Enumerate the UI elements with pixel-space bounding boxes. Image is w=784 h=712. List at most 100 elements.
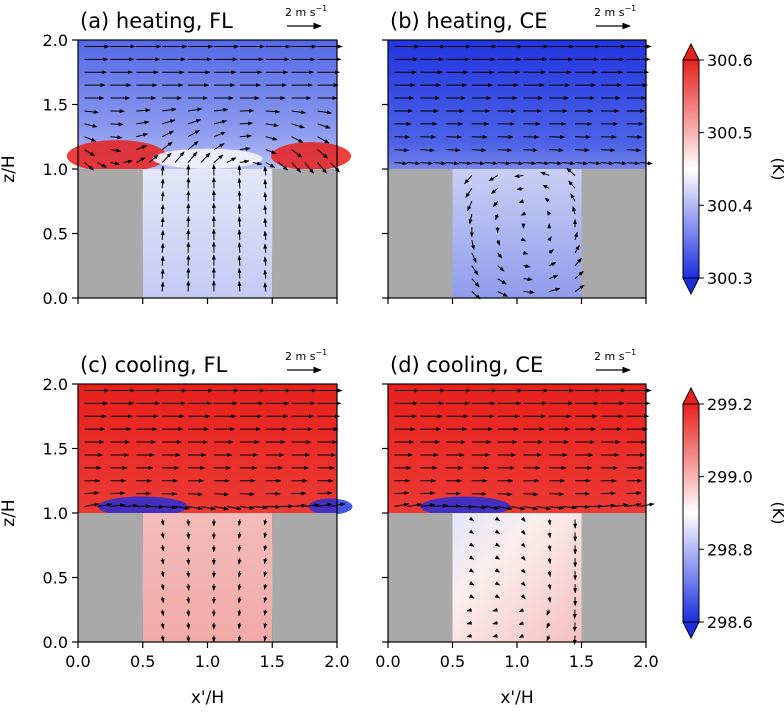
panel-heating-ce: (b) heating, CE 2 m s−1	[382, 4, 653, 304]
wind-vector	[497, 278, 507, 285]
wind-vector	[263, 243, 268, 253]
wind-vector	[600, 503, 616, 508]
wind-vector	[514, 173, 524, 178]
wind-vector	[160, 558, 165, 565]
wind-vector	[160, 519, 165, 526]
y-tick-label: 0.5	[43, 225, 68, 244]
wind-vector	[84, 136, 97, 142]
wind-vector	[263, 570, 268, 578]
wind-vector	[160, 204, 165, 215]
wind-vector	[494, 581, 500, 586]
wind-vector	[187, 506, 203, 511]
wind-vector	[394, 148, 409, 153]
building-right	[581, 169, 646, 298]
wind-vector	[186, 596, 191, 604]
wind-vector	[237, 203, 242, 215]
wind-vector	[496, 239, 501, 246]
x-tick-label: 0.5	[440, 652, 465, 671]
wind-vector	[237, 164, 242, 176]
wind-vector	[523, 277, 533, 282]
wind-vector	[136, 145, 147, 151]
wind-vector	[110, 491, 126, 496]
wind-vector	[97, 502, 113, 508]
scale-arrow-label: 2 m s−1	[594, 348, 636, 363]
wind-vector	[291, 162, 302, 173]
wind-vector	[237, 596, 242, 604]
wind-vector	[464, 175, 473, 185]
wind-vector	[458, 161, 473, 166]
wind-vector	[291, 110, 306, 115]
wind-vector	[110, 161, 120, 166]
wind-vector	[237, 216, 242, 228]
colorbar-extend-bottom	[682, 621, 700, 640]
wind-vector	[186, 609, 191, 617]
wind-vector	[304, 162, 315, 174]
wind-vector	[520, 568, 526, 574]
wind-vector	[546, 622, 551, 629]
wind-vector	[213, 492, 229, 497]
colorbar-tick-label: 300.6	[707, 51, 753, 70]
wind-vector	[520, 516, 526, 522]
wind-vector	[536, 161, 550, 166]
wind-vector	[213, 154, 224, 163]
wind-vector	[239, 146, 251, 151]
wind-vector	[523, 148, 538, 153]
wind-vector	[520, 237, 527, 242]
wind-vector	[237, 635, 242, 643]
wind-vector	[186, 622, 191, 630]
wind-vector	[187, 151, 198, 163]
wind-vector	[600, 161, 615, 166]
scale-arrow-label: 2 m s−1	[594, 4, 636, 19]
colorbar-extend-top	[682, 386, 700, 405]
wind-vector	[263, 583, 268, 590]
wind-vector	[239, 505, 255, 510]
wind-vector	[84, 491, 100, 496]
wind-vector	[484, 505, 500, 510]
y-tick-label: 2.0	[43, 31, 68, 50]
wind-vector	[626, 502, 642, 508]
wind-vector	[494, 516, 500, 522]
wind-vector	[239, 121, 253, 126]
wind-vector	[84, 123, 98, 128]
colorbar-gradient	[682, 59, 700, 279]
x-tick-label: 0.0	[65, 652, 90, 671]
wind-vector	[160, 229, 165, 240]
wind-vector	[186, 519, 191, 527]
wind-vector	[97, 162, 107, 168]
wind-vector	[544, 197, 550, 203]
wind-vector	[160, 635, 165, 642]
y-tick-label: 0.0	[43, 289, 68, 308]
wind-vector	[84, 162, 94, 171]
wind-vector	[330, 162, 340, 173]
wind-vector	[497, 265, 505, 272]
wind-vector	[626, 161, 640, 166]
wind-vector	[626, 491, 642, 496]
wind-vector	[613, 503, 629, 508]
wind-vector	[639, 502, 655, 508]
wind-vector	[471, 278, 480, 288]
wind-vector	[160, 596, 165, 604]
wind-vector	[317, 149, 329, 159]
wind-vector	[317, 502, 333, 508]
building-left	[388, 513, 453, 642]
wind-vector	[263, 596, 268, 603]
wind-vector	[546, 210, 552, 216]
wind-vector	[263, 282, 268, 292]
wind-vector	[136, 157, 146, 163]
y-tick-label: 1.5	[43, 96, 68, 115]
wind-vector	[548, 249, 554, 254]
wind-vector	[549, 262, 557, 267]
y-tick-label: 1.5	[43, 440, 68, 459]
wind-vector	[162, 505, 178, 510]
wind-vector	[161, 141, 173, 151]
y-tick-label: 1.0	[43, 160, 68, 179]
wind-vector	[174, 151, 185, 163]
wind-vector	[562, 161, 576, 166]
wind-vector	[148, 154, 159, 163]
wind-vector	[160, 583, 165, 591]
building-right	[272, 513, 337, 642]
wind-vector	[471, 148, 487, 153]
wind-vector	[471, 252, 477, 264]
panel-title: (b) heating, CE	[390, 9, 547, 33]
colorbar-label: (K)	[769, 158, 784, 181]
